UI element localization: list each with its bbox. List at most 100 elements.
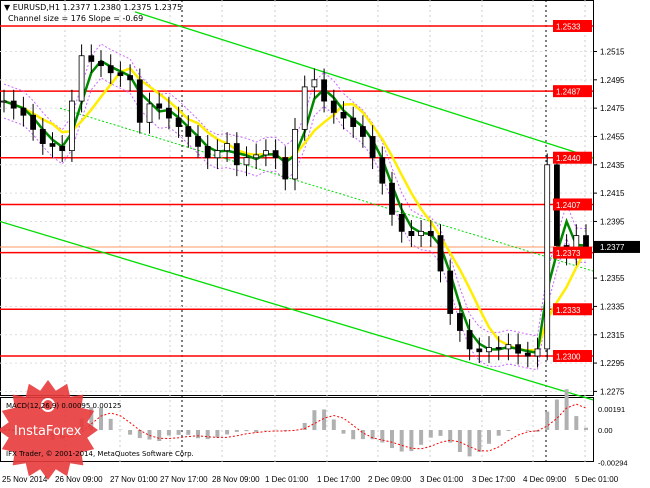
time-label: 3 Dec 01:00 bbox=[420, 475, 464, 484]
level-labels: 1.2533 1.2487 1.2440 1.2407 1.2373 1.2333 1.23… bbox=[553, 20, 592, 362]
logo-starburst bbox=[0, 380, 98, 480]
price-tick-label: 1.2355 bbox=[600, 274, 625, 283]
channel-info: Channel size = 176 Slope = -0.69 bbox=[8, 14, 144, 23]
macd-bar bbox=[370, 430, 375, 440]
macd-bar bbox=[457, 430, 462, 452]
candle-body bbox=[10, 100, 17, 109]
macd-bar bbox=[574, 416, 579, 430]
macd-bar bbox=[205, 430, 210, 440]
price-tick-label: 1.2295 bbox=[600, 359, 625, 368]
macd-bar bbox=[584, 427, 588, 430]
candle-body bbox=[98, 61, 104, 67]
macd-bar bbox=[467, 430, 472, 457]
candle-body bbox=[262, 150, 269, 156]
time-label: 25 Nov 2014 bbox=[2, 475, 48, 484]
candle-body bbox=[515, 344, 521, 354]
price-axis: 1.2515 1.2495 1.2475 1.2455 1.2435 1.2415 1.23… bbox=[593, 47, 640, 467]
macd-bar bbox=[225, 430, 230, 435]
candle-body bbox=[476, 348, 483, 353]
time-label: 28 Nov 09:00 bbox=[212, 475, 260, 484]
candle-body bbox=[233, 143, 240, 166]
level-label-bg bbox=[553, 85, 592, 98]
candle-body bbox=[369, 136, 376, 159]
candle-body bbox=[214, 150, 221, 159]
candle-body bbox=[88, 55, 95, 62]
macd-bar bbox=[399, 430, 404, 452]
candle-body bbox=[195, 136, 201, 147]
channel-mid-line bbox=[59, 107, 594, 272]
price-tick-label: 1.2315 bbox=[600, 331, 625, 340]
macd-bar bbox=[419, 430, 424, 445]
candle-body bbox=[466, 330, 473, 350]
time-axis: 25 Nov 2014 26 Nov 09:00 27 Nov 01:00 27 No… bbox=[2, 475, 619, 484]
candle-body bbox=[583, 235, 589, 248]
copyright: IFX Trader, © 2001-2014, MetaQuotes Soft… bbox=[6, 450, 194, 458]
macd-bar bbox=[438, 430, 443, 436]
grid bbox=[0, 0, 594, 462]
candle-body bbox=[272, 150, 279, 159]
macd-bar bbox=[554, 399, 559, 430]
macd-bar bbox=[176, 430, 181, 435]
level-label-bg bbox=[553, 349, 592, 362]
candle-body bbox=[292, 128, 298, 180]
price-tick-label: 1.2275 bbox=[600, 387, 625, 396]
macd-bar bbox=[545, 411, 550, 430]
moving-average-slow bbox=[3, 67, 588, 352]
time-label: 1 Dec 01:00 bbox=[265, 475, 309, 484]
candle-body bbox=[59, 145, 66, 152]
macd-bar bbox=[215, 430, 220, 438]
macd-bar bbox=[477, 430, 482, 452]
time-label: 1 Dec 17:00 bbox=[317, 475, 361, 484]
indicator-lines bbox=[0, 11, 594, 401]
candle-body bbox=[544, 164, 551, 350]
macd-bar bbox=[99, 407, 103, 430]
candle-body bbox=[78, 55, 85, 102]
candle-body bbox=[495, 347, 502, 350]
candle-body bbox=[398, 213, 405, 232]
macd-bar bbox=[496, 430, 501, 436]
time-label: 27 Nov 17:00 bbox=[160, 475, 208, 484]
macd-label: MACD(12,26,9) 0.00095 0.00125 bbox=[6, 402, 122, 410]
price-tick-label: 1.2435 bbox=[600, 161, 625, 170]
price-tick-label: 1.2455 bbox=[600, 132, 625, 141]
candle-body bbox=[127, 75, 133, 81]
candle-body bbox=[107, 65, 114, 74]
symbol-header: ▼ EURUSD,H1 1.2377 1.2380 1.2375 1.2375 bbox=[4, 3, 183, 12]
candle-body bbox=[486, 347, 492, 353]
price-tick-label: 1.2475 bbox=[600, 104, 625, 113]
candle-body bbox=[311, 79, 318, 88]
macd-bar bbox=[506, 430, 511, 432]
candle-body bbox=[117, 72, 124, 76]
candle-body bbox=[340, 111, 347, 119]
level-label-bg bbox=[553, 246, 592, 259]
macd-bar bbox=[487, 430, 491, 444]
candle-body bbox=[505, 344, 512, 350]
macd-bar bbox=[137, 430, 142, 439]
candle-body bbox=[418, 230, 425, 237]
time-label: 5 Dec 01:00 bbox=[575, 475, 619, 484]
candle-body bbox=[39, 128, 46, 144]
candle-body bbox=[49, 143, 56, 147]
macd-bar bbox=[312, 410, 317, 430]
level-label-bg bbox=[553, 303, 592, 316]
macd-bar bbox=[428, 430, 433, 438]
candle-body bbox=[282, 157, 289, 180]
macd-bar bbox=[351, 430, 356, 440]
macd-bar bbox=[89, 406, 94, 430]
time-label: 3 Dec 17:00 bbox=[472, 475, 516, 484]
candle-body bbox=[301, 86, 308, 130]
macd-signal-line bbox=[4, 403, 587, 452]
candle-body bbox=[253, 154, 260, 159]
candle-body bbox=[534, 348, 541, 357]
level-label: 1.2440 bbox=[556, 154, 581, 163]
macd-bar bbox=[234, 430, 239, 432]
candle-body bbox=[350, 117, 357, 127]
price-tick-label: 1.2515 bbox=[600, 47, 625, 56]
macd-bar bbox=[390, 430, 394, 449]
macd-panel bbox=[2, 389, 588, 457]
macd-bar bbox=[448, 430, 453, 443]
candle-body bbox=[456, 313, 463, 331]
level-label: 1.2407 bbox=[556, 201, 581, 210]
